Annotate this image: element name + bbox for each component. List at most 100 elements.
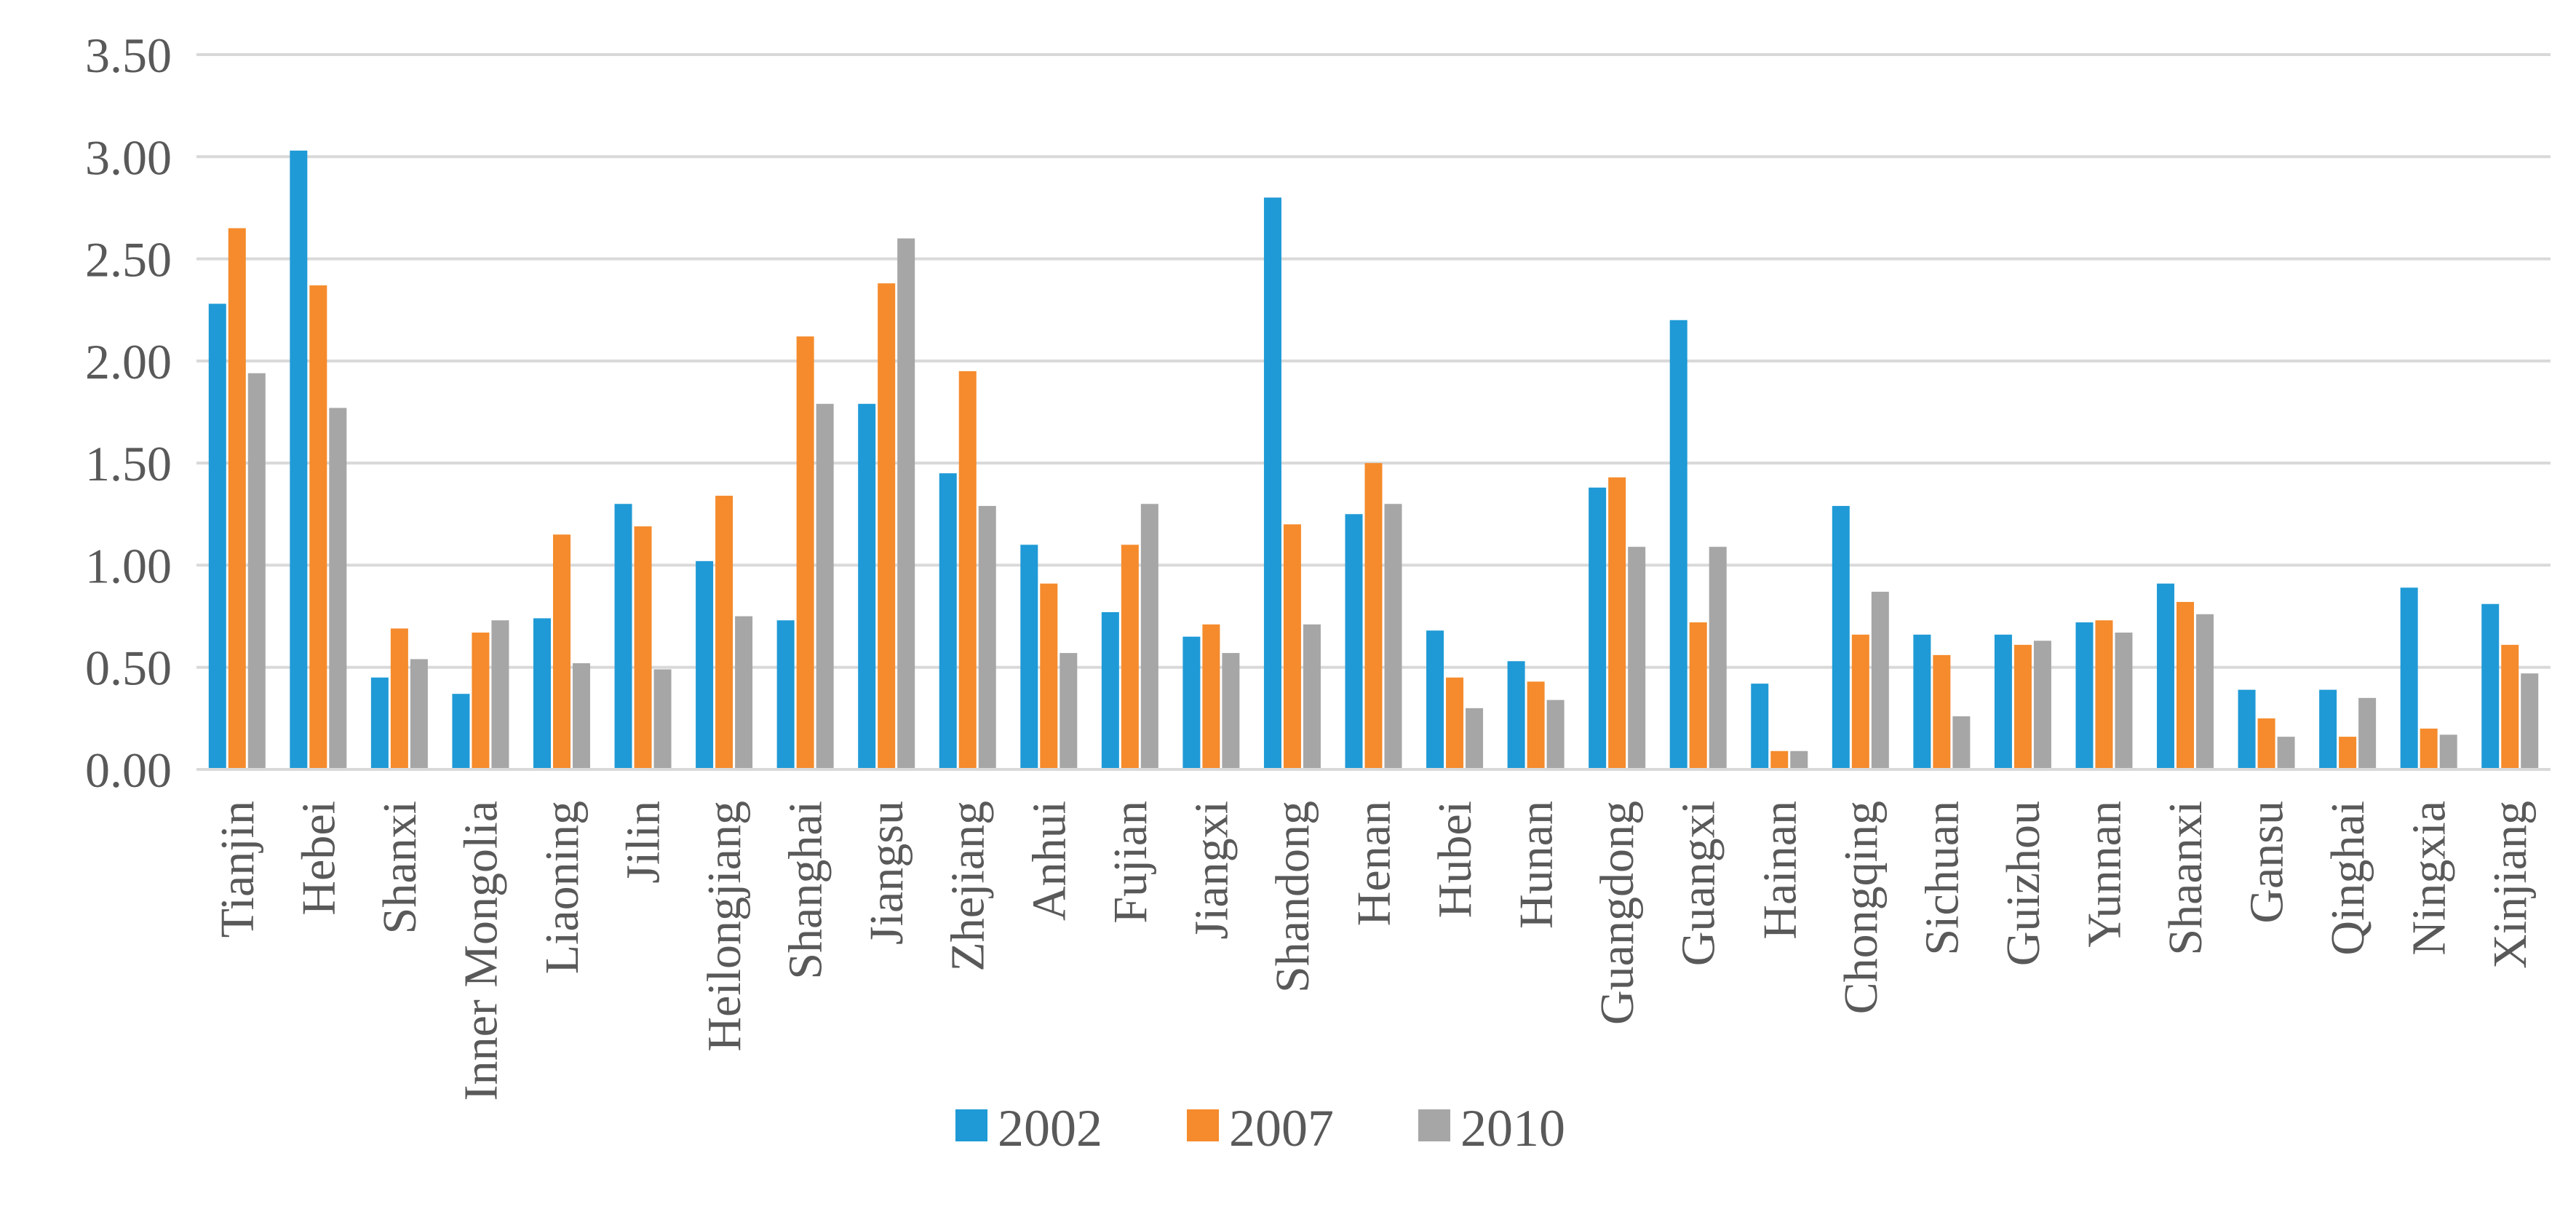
x-category-label: Heilongjiang bbox=[698, 801, 751, 1052]
x-category-label: Sichuan bbox=[1915, 801, 1968, 956]
bar-2007-jilin bbox=[634, 526, 652, 769]
x-category-label: Fujian bbox=[1104, 801, 1157, 924]
bar-2007-hebei bbox=[309, 285, 327, 769]
bar-2010-ningxia bbox=[2439, 734, 2457, 769]
bar-2002-shaanxi bbox=[2157, 583, 2175, 769]
bar-2002-liaoning bbox=[533, 618, 551, 769]
bar-2007-shanxi bbox=[390, 628, 408, 769]
x-category-label: Gansu bbox=[2241, 801, 2294, 924]
legend-swatch-2002 bbox=[955, 1109, 987, 1141]
x-axis-category-labels: Tianjin Hebei Shanxi Inner Mongolia Liaoning… bbox=[211, 801, 2537, 1101]
bar-2002-jiangxi bbox=[1182, 636, 1201, 769]
bar-2010-fujian bbox=[1140, 504, 1158, 769]
bar-2002-sichuan bbox=[1913, 634, 1931, 769]
bar-2002-yunnan bbox=[2075, 622, 2094, 769]
y-tick-label: 1.50 bbox=[85, 436, 172, 491]
bar-2007-fujian bbox=[1121, 544, 1139, 769]
bar-2010-hainan bbox=[1790, 750, 1808, 769]
bar-2010-tianjin bbox=[247, 373, 266, 769]
x-category-label: Yunnan bbox=[2078, 801, 2131, 948]
bar-2007-henan bbox=[1364, 463, 1383, 769]
bar-2010-chongqing bbox=[1871, 591, 1889, 769]
bar-2007-inner-mongolia bbox=[472, 633, 490, 769]
y-tick-label: 3.50 bbox=[85, 28, 172, 83]
bar-2002-fujian bbox=[1101, 611, 1119, 769]
x-category-label: Chongqing bbox=[1834, 801, 1888, 1014]
bar-2002-shanxi bbox=[370, 677, 389, 769]
bar-2002-guizhou bbox=[1994, 634, 2012, 769]
bar-2010-shanxi bbox=[410, 659, 428, 769]
bar-2002-shanghai bbox=[776, 620, 795, 769]
bar-2002-jilin bbox=[614, 504, 632, 769]
y-tick-label: 3.00 bbox=[85, 130, 172, 185]
bar-2010-shaanxi bbox=[2196, 614, 2214, 769]
bar-2002-hebei bbox=[290, 150, 308, 769]
x-category-label: Jiangxi bbox=[1185, 801, 1238, 940]
bar-2002-guangdong bbox=[1589, 487, 1607, 769]
y-tick-label: 0.00 bbox=[85, 742, 172, 798]
bar-2007-jiangsu bbox=[878, 283, 896, 769]
y-tick-label: 0.50 bbox=[85, 641, 172, 696]
x-category-label: Qinghai bbox=[2321, 801, 2374, 956]
bar-2010-yunnan bbox=[2115, 633, 2133, 769]
bar-2010-guangxi bbox=[1709, 547, 1727, 769]
bar-2002-guangxi bbox=[1669, 320, 1687, 769]
x-category-label: Inner Mongolia bbox=[454, 801, 507, 1101]
x-category-label: Anhui bbox=[1022, 801, 1076, 921]
x-category-label: Liaoning bbox=[536, 801, 589, 974]
bar-2002-heilongjiang bbox=[696, 561, 714, 769]
bar-2010-sichuan bbox=[1952, 716, 1971, 769]
bar-2007-heilongjiang bbox=[715, 496, 734, 769]
bar-2007-xinjiang bbox=[2501, 644, 2519, 769]
bar-2007-chongqing bbox=[1851, 634, 1869, 769]
bar-2010-jilin bbox=[653, 669, 672, 769]
bar-2007-qinghai bbox=[2339, 737, 2357, 769]
bar-2010-hunan bbox=[1546, 700, 1565, 769]
x-category-label: Shanxi bbox=[373, 801, 426, 934]
bar-2010-anhui bbox=[1060, 653, 1078, 769]
bar-2010-liaoning bbox=[572, 663, 590, 769]
x-category-label: Jiangsu bbox=[860, 801, 913, 945]
bar-2002-anhui bbox=[1020, 544, 1038, 769]
bar-2007-guizhou bbox=[2014, 644, 2032, 769]
x-category-label: Hunan bbox=[1510, 801, 1563, 929]
x-category-label: Shaanxi bbox=[2159, 801, 2212, 956]
bar-2007-jiangxi bbox=[1202, 624, 1220, 769]
bars-layer bbox=[208, 150, 2539, 770]
bar-2002-chongqing bbox=[1832, 506, 1850, 769]
bar-2007-shanghai bbox=[796, 336, 814, 769]
bar-2007-shandong bbox=[1283, 524, 1301, 769]
bar-2002-hubei bbox=[1426, 630, 1444, 769]
bar-2002-xinjiang bbox=[2481, 603, 2500, 769]
y-tick-label: 1.00 bbox=[85, 538, 172, 593]
legend: 2002 2007 2010 bbox=[955, 1099, 1565, 1157]
x-category-label: Guangdong bbox=[1591, 801, 1644, 1025]
bar-2002-qinghai bbox=[2319, 689, 2337, 769]
bar-2010-qinghai bbox=[2358, 697, 2377, 769]
bar-2010-guangdong bbox=[1628, 547, 1646, 769]
x-category-label: Xinjiang bbox=[2484, 801, 2537, 969]
x-category-label: Hainan bbox=[1753, 801, 1806, 940]
legend-swatch-2010 bbox=[1418, 1109, 1450, 1141]
bar-2007-guangxi bbox=[1689, 622, 1707, 769]
bar-2007-yunnan bbox=[2095, 620, 2113, 769]
bar-2007-hunan bbox=[1527, 681, 1545, 769]
bar-2007-gansu bbox=[2257, 718, 2275, 769]
bar-2010-zhejiang bbox=[978, 506, 996, 769]
x-category-label: Tianjin bbox=[211, 801, 264, 938]
bar-2007-hubei bbox=[1446, 677, 1464, 769]
x-category-label: Jilin bbox=[617, 801, 670, 884]
bar-2002-ningxia bbox=[2400, 587, 2418, 769]
bar-2010-inner-mongolia bbox=[491, 620, 509, 769]
bar-2002-tianjin bbox=[208, 304, 226, 770]
bar-2010-jiangsu bbox=[897, 238, 915, 769]
bar-2010-henan bbox=[1384, 504, 1402, 769]
bar-2010-xinjiang bbox=[2521, 673, 2539, 769]
bar-2010-hebei bbox=[329, 408, 347, 769]
bar-2002-hunan bbox=[1507, 661, 1525, 769]
y-tick-label: 2.00 bbox=[85, 334, 172, 389]
x-category-label: Shandong bbox=[1266, 801, 1319, 993]
bar-2010-hubei bbox=[1466, 708, 1484, 769]
